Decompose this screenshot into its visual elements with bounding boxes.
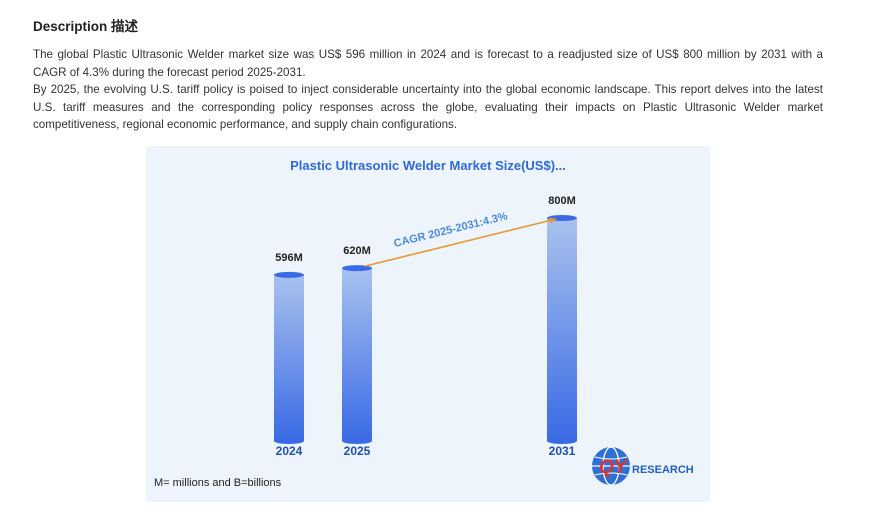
bar-cap-2024 (274, 271, 304, 278)
bar-base-2025 (342, 438, 372, 444)
bar-value-label: 620M (343, 245, 371, 257)
bar-value-label: 596M (275, 252, 303, 264)
bar-value-label: 800M (548, 195, 576, 207)
bar-2024 (274, 274, 304, 441)
category-label: 2031 (549, 444, 576, 458)
description-paragraph: By 2025, the evolving U.S. tariff policy… (33, 83, 823, 131)
category-label: 2024 (276, 444, 303, 458)
market-size-chart: Plastic Ultrasonic Welder Market Size(US… (146, 146, 710, 502)
cagr-arrow-line (364, 218, 557, 267)
description-paragraph: The global Plastic Ultrasonic Welder mar… (33, 48, 823, 79)
bar-cap-2025 (342, 265, 372, 272)
logo-graphic: QY RESEARCH (592, 446, 694, 486)
bar-base-2031 (547, 438, 577, 444)
chart-canvas: Plastic Ultrasonic Welder Market Size(US… (154, 158, 577, 489)
chart-title: Plastic Ultrasonic Welder Market Size(US… (290, 158, 566, 173)
bar-2031 (547, 218, 577, 441)
globe-icon (592, 446, 630, 486)
description-body: The global Plastic Ultrasonic Welder mar… (33, 46, 823, 134)
cagr-label: CAGR 2025-2031:4.3% (393, 210, 509, 250)
description-heading: Description 描述 (33, 19, 139, 34)
bar-2025 (342, 268, 372, 441)
qyresearch-logo: QY RESEARCH (589, 443, 709, 489)
logo-letters: QY (599, 457, 629, 478)
cagr-arrow-head (549, 217, 556, 224)
logo-text: RESEARCH (632, 464, 694, 476)
category-label: 2025 (344, 444, 371, 458)
chart-footnote: M= millions and B=billions (154, 477, 282, 489)
bar-base-2024 (274, 438, 304, 444)
